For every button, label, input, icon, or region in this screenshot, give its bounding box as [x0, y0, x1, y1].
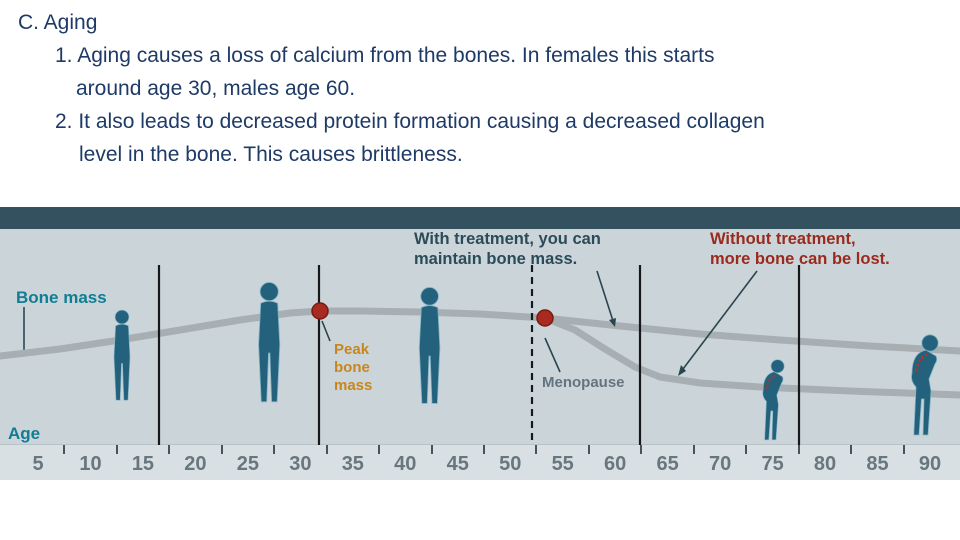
age-tick-label: 65	[656, 453, 679, 475]
axis-tick	[115, 445, 118, 454]
axis-tick	[273, 445, 276, 454]
age-tick-label: 70	[708, 453, 732, 475]
without-treatment-arrow	[679, 270, 758, 374]
peak-bone-mass-dot	[311, 302, 329, 320]
axis-tick	[692, 445, 695, 454]
axis-tick	[325, 445, 328, 454]
with-treatment-annotation: With treatment, you can maintain bone ma…	[414, 229, 601, 269]
age-tick-label: 40	[394, 453, 417, 475]
axis-tick	[745, 445, 748, 454]
peak-label-line-2: bone	[334, 359, 370, 376]
bullet-1-line-1: 1. Aging causes a loss of calcium from t…	[55, 44, 715, 67]
age-tick-label: 30	[289, 453, 312, 475]
age-tick-label: 80	[813, 453, 837, 475]
without-treatment-annotation: Without treatment, more bone can be lost…	[710, 229, 890, 269]
axis-tick	[797, 445, 800, 454]
peak-label-line-3: mass	[334, 377, 373, 394]
age-tick-label: 85	[866, 453, 889, 475]
axis-tick	[587, 445, 590, 454]
with-treatment-line-1: With treatment, you can	[414, 230, 601, 248]
axis-tick	[430, 445, 433, 454]
axis-tick	[902, 445, 905, 454]
age-tick-label: 10	[79, 453, 102, 475]
curve-with-treatment	[541, 314, 960, 355]
axis-tick	[220, 445, 223, 454]
age-tick-label: 75	[761, 453, 784, 475]
age-tick-label: 60	[604, 453, 627, 475]
figure-older-adult	[761, 358, 786, 441]
menopause-arrow	[544, 337, 561, 373]
slide-heading: C. Aging	[18, 11, 98, 34]
axis-tick	[535, 445, 538, 454]
axis-tick	[482, 445, 485, 454]
peak-bone-mass-label: Peak bone mass	[334, 341, 372, 395]
bone-mass-chart: Bone mass Age Peak bone mass Menopause W…	[0, 207, 960, 480]
figure-adult	[418, 286, 441, 404]
slide-text: C. Aging 1. Aging causes a loss of calci…	[18, 6, 948, 171]
axis-tick	[168, 445, 171, 454]
age-axis: 5 10 15 20 25 30 35 40 45 50 55 60 65 70 75 80 85 90	[0, 444, 960, 480]
curve-without-treatment	[541, 314, 960, 399]
age-tick-label: 90	[918, 453, 942, 475]
age-tick-label: 15	[131, 453, 155, 475]
peak-label-line-1: Peak	[334, 341, 370, 358]
with-treatment-line-2: maintain bone mass.	[414, 250, 578, 268]
curve-bone-mass-growth	[0, 307, 549, 360]
without-treatment-line-1: Without treatment,	[710, 230, 856, 248]
menopause-dot	[536, 309, 554, 327]
age-axis-strip	[0, 444, 960, 480]
age-tick-label: 50	[499, 453, 522, 475]
axis-tick	[850, 445, 853, 454]
bullet-2-line-1: 2. It also leads to decreased protein fo…	[55, 110, 765, 133]
age-tick-label: 25	[236, 453, 259, 475]
without-treatment-arrowhead	[678, 365, 686, 376]
age-tick-label: 5	[32, 453, 44, 475]
peak-label-line	[321, 320, 331, 342]
bone-mass-label: Bone mass	[16, 288, 107, 307]
age-tick-label: 55	[551, 453, 574, 475]
chart-canvas	[0, 265, 960, 445]
age-tick-label: 20	[184, 453, 207, 475]
with-treatment-arrowhead	[609, 318, 616, 327]
axis-tick	[63, 445, 66, 454]
axis-tick	[640, 445, 643, 454]
age-tick-label: 45	[446, 453, 469, 475]
figure-young-adult	[258, 281, 281, 403]
chart-top-band	[0, 207, 960, 229]
figure-child	[113, 309, 131, 401]
bullet-2-line-2: level in the bone. This causes brittlene…	[79, 143, 463, 166]
without-treatment-line-2: more bone can be lost.	[710, 250, 890, 268]
menopause-label: Menopause	[542, 374, 625, 391]
age-label: Age	[8, 424, 41, 443]
age-tick-label: 35	[341, 453, 364, 475]
bullet-1-line-2: around age 30, males age 60.	[76, 77, 356, 100]
with-treatment-arrow	[596, 270, 615, 325]
axis-tick	[378, 445, 381, 454]
